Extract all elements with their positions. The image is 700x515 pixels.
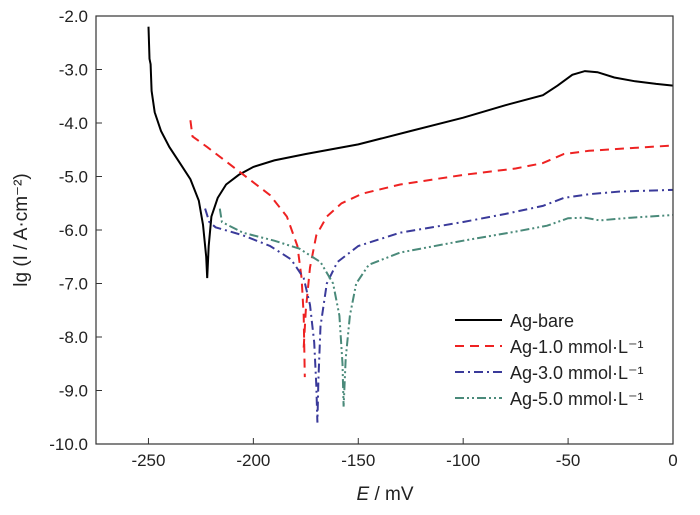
y-tick-label: -9.0 — [59, 382, 88, 401]
plot-area — [147, 26, 674, 423]
x-tick-label: 0 — [668, 451, 677, 470]
legend-label: Ag-1.0 mmol·L⁻¹ — [510, 337, 644, 357]
series-line — [204, 188, 674, 423]
series-line — [147, 26, 674, 279]
y-tick-label: -6.0 — [59, 221, 88, 240]
x-tick-label: -50 — [556, 451, 581, 470]
legend-label: Ag-3.0 mmol·L⁻¹ — [510, 363, 644, 383]
x-tick-label: -250 — [131, 451, 165, 470]
x-tick-label: -200 — [236, 451, 270, 470]
x-tick-label: -150 — [341, 451, 375, 470]
y-tick-label: -10.0 — [49, 435, 88, 454]
y-tick-label: -5.0 — [59, 168, 88, 187]
x-tick-label: -100 — [446, 451, 480, 470]
y-tick-label: -8.0 — [59, 328, 88, 347]
y-axis-label: lg (I / A·cm⁻²) — [11, 173, 32, 286]
y-tick-label: -7.0 — [59, 275, 88, 294]
y-tick-label: -4.0 — [59, 114, 88, 133]
legend-label: Ag-5.0 mmol·L⁻¹ — [510, 389, 644, 409]
y-tick-label: -2.0 — [59, 7, 88, 26]
axis-ticks: -250 -200 -150 -100 -50 0 -2.0 -3.0 -4.0 -5.0 -6.0… — [49, 7, 677, 470]
series-line — [218, 208, 674, 407]
x-axis-label: E / mV — [356, 484, 413, 505]
legend: Ag-bare Ag-1.0 mmol·L⁻¹ Ag-3.0 mmol·L⁻¹ Ag-… — [455, 311, 644, 409]
legend-label: Ag-bare — [510, 311, 574, 331]
y-tick-label: -3.0 — [59, 61, 88, 80]
